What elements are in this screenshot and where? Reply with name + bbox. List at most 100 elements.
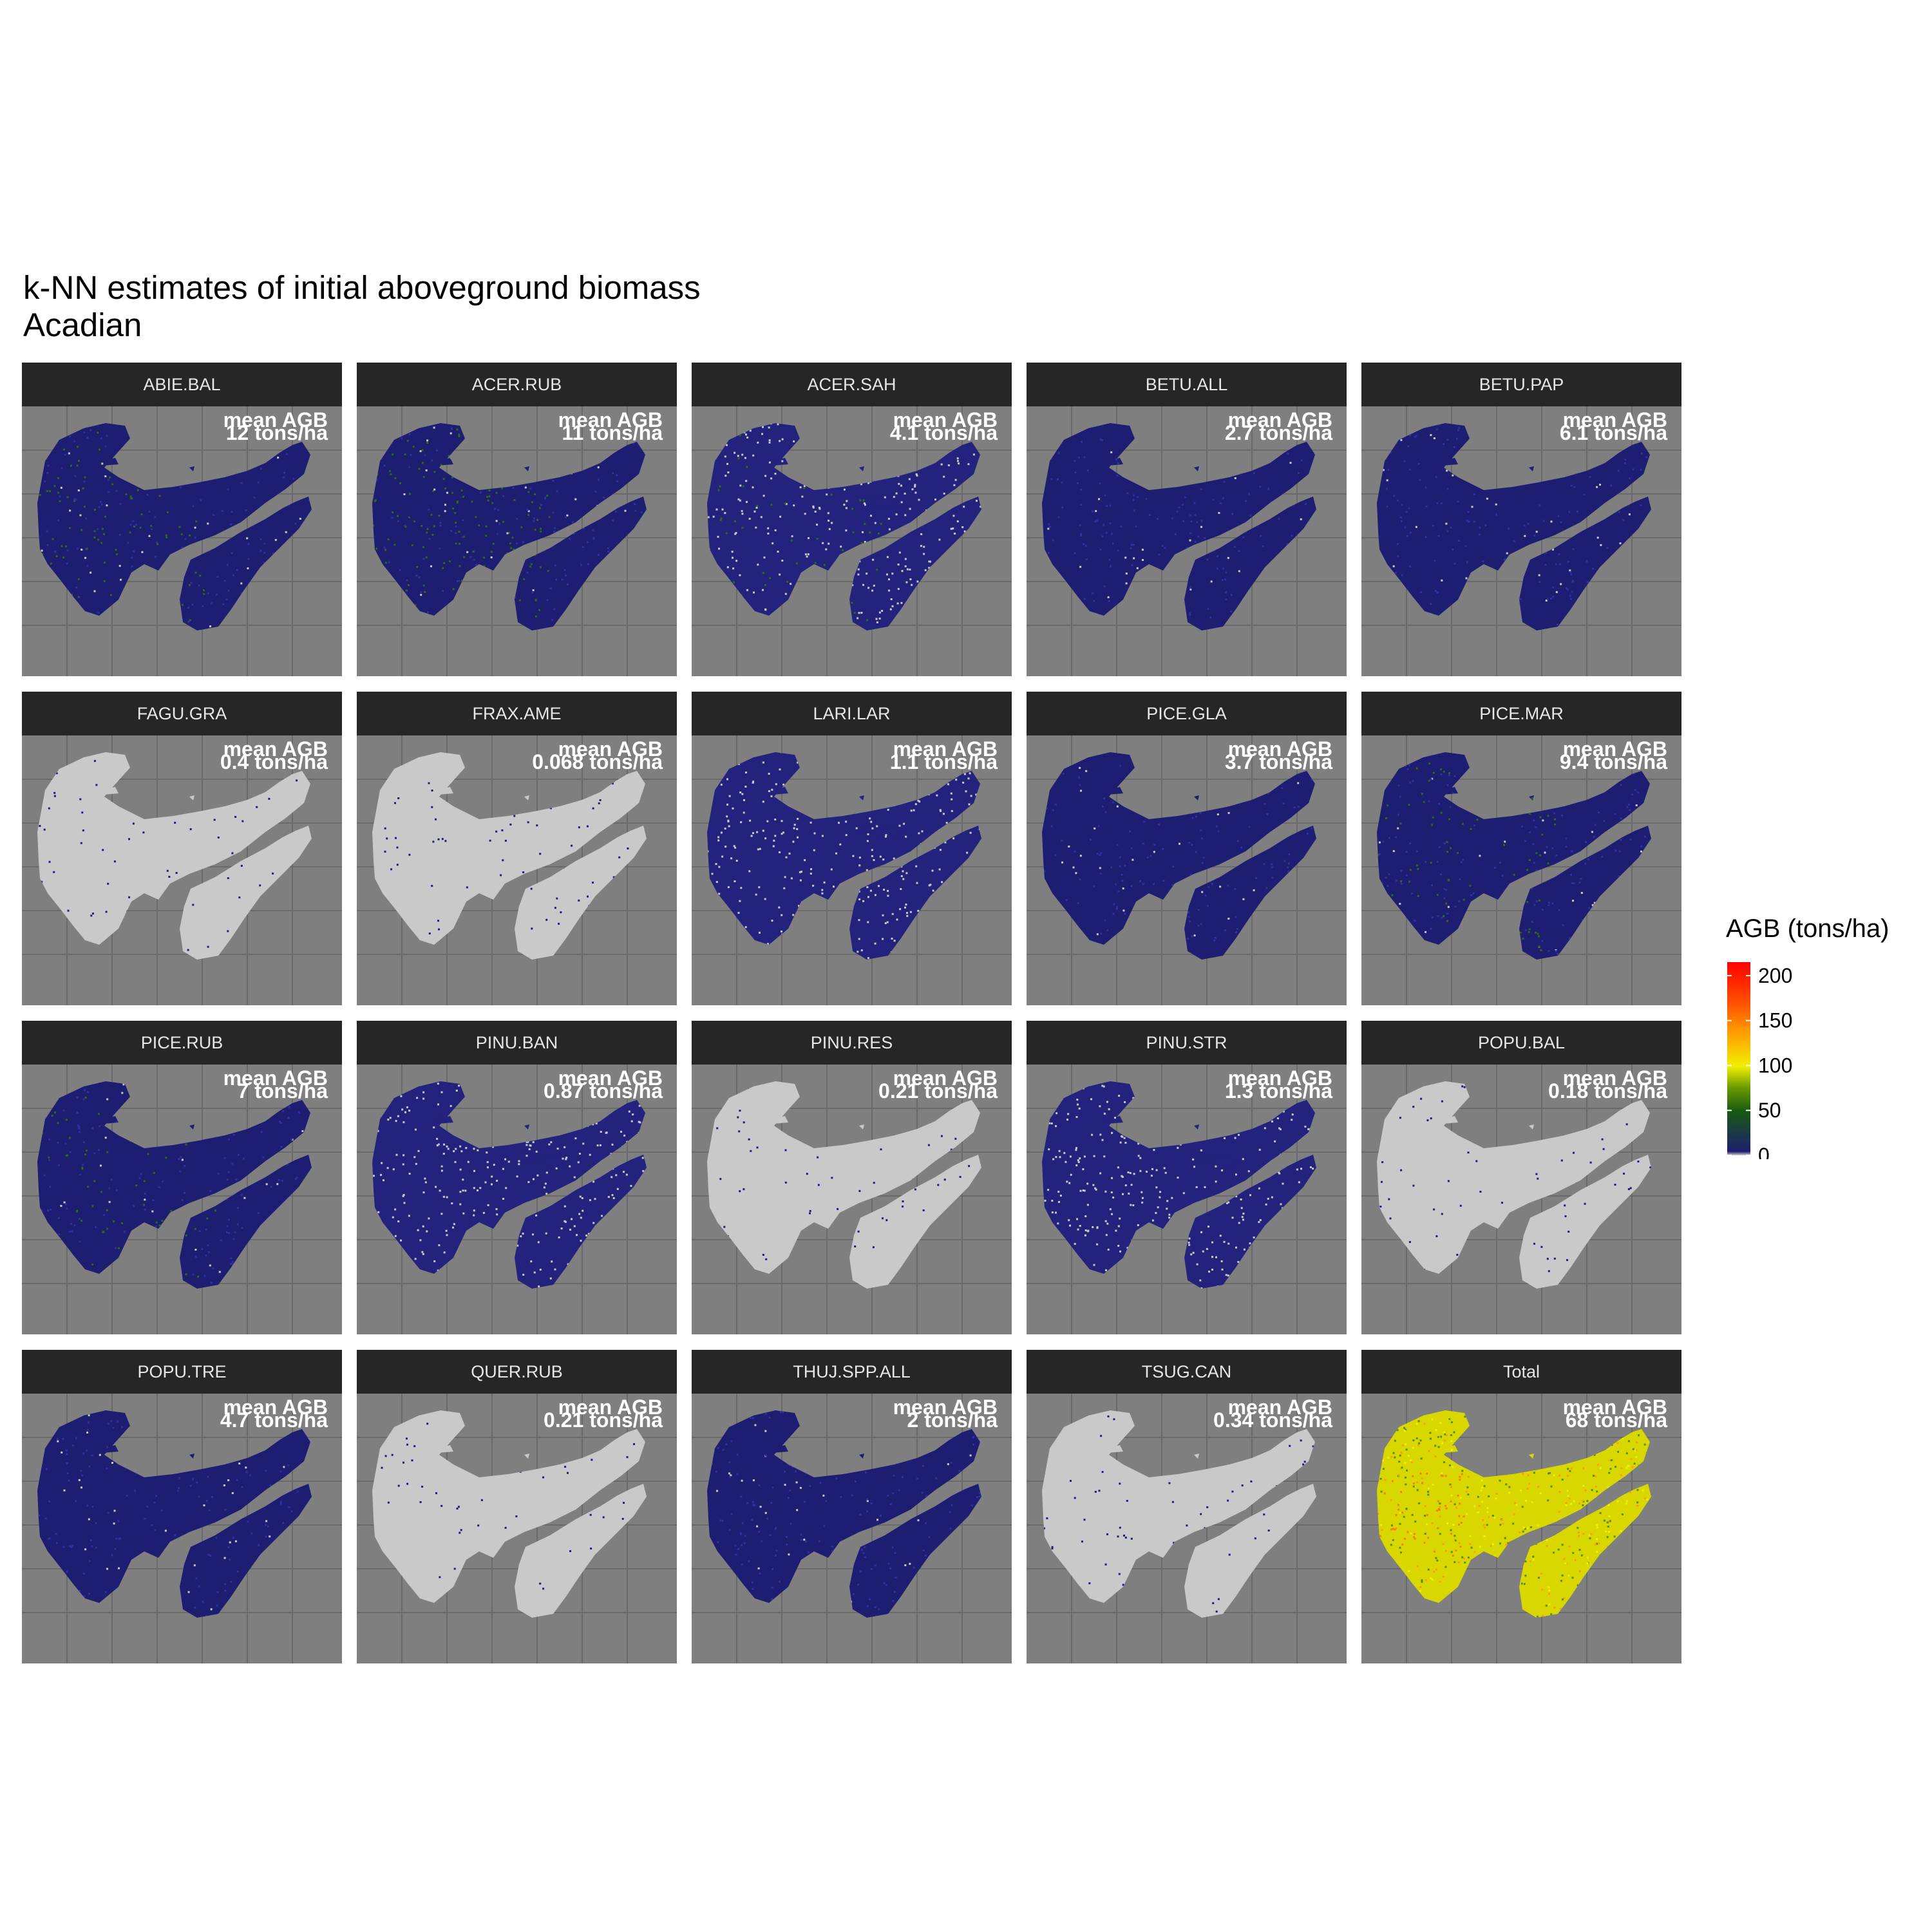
map-raster	[357, 1065, 677, 1334]
mean-agb-annotation: mean AGB 0.068 tons/ha	[532, 739, 663, 773]
forest-region	[372, 1410, 647, 1618]
facet-panel: mean AGB 11 tons/ha	[357, 406, 677, 676]
facet-total: Total mean AGB 68 tons/ha	[1361, 1350, 1681, 1663]
facet-betu-all: BETU.ALL mean AGB 2.7 tons/ha	[1027, 363, 1347, 676]
mean-agb-annotation: mean AGB 4.1 tons/ha	[890, 410, 998, 443]
map-raster	[1361, 735, 1681, 1005]
facet-strip-label: PICE.GLA	[1027, 692, 1347, 735]
facet-panel: mean AGB 7 tons/ha	[22, 1065, 342, 1334]
facet-panel: mean AGB 4.1 tons/ha	[692, 406, 1012, 676]
mean-agb-annotation: mean AGB 0.21 tons/ha	[878, 1068, 998, 1103]
facet-strip-label: POPU.TRE	[22, 1350, 342, 1394]
mean-agb-annotation: mean AGB 0.4 tons/ha	[220, 739, 328, 773]
chart-title: k-NN estimates of initial aboveground bi…	[23, 269, 701, 344]
facet-panel: mean AGB 68 tons/ha	[1361, 1394, 1681, 1663]
mean-agb-annotation: mean AGB 2 tons/ha	[893, 1397, 998, 1432]
facet-panel: mean AGB 0.21 tons/ha	[357, 1394, 677, 1663]
mean-agb-annotation: mean AGB 9.4 tons/ha	[1560, 739, 1667, 772]
map-raster	[357, 406, 677, 676]
map-raster	[1361, 406, 1681, 676]
mean-agb-value: 2 tons/ha	[907, 1408, 998, 1432]
map-raster	[22, 1394, 342, 1663]
facet-strip-label: QUER.RUB	[357, 1350, 677, 1394]
mean-agb-annotation: mean AGB 12 tons/ha	[223, 410, 328, 444]
forest-region	[707, 752, 981, 960]
facet-pice-mar: PICE.MAR mean AGB 9.4 tons/ha	[1361, 692, 1681, 1005]
forest-region	[1377, 1410, 1651, 1618]
facet-panel: mean AGB 0.87 tons/ha	[357, 1065, 677, 1334]
map-raster	[22, 735, 342, 1005]
mean-agb-value: 0.87 tons/ha	[544, 1079, 663, 1103]
panel-gridlines	[22, 735, 342, 1005]
map-raster	[1027, 1394, 1347, 1663]
facet-pinu-ban: PINU.BAN mean AGB 0.87 tons/ha	[357, 1021, 677, 1334]
mean-agb-value: 4.7 tons/ha	[220, 1408, 328, 1432]
facet-panel: mean AGB 3.7 tons/ha	[1027, 735, 1347, 1005]
forest-region	[707, 423, 981, 630]
map-raster	[692, 1065, 1012, 1334]
mean-agb-value: 0.21 tons/ha	[878, 1079, 998, 1103]
legend-tick-label: 0	[1758, 1144, 1770, 1159]
facet-strip-label: PICE.RUB	[22, 1021, 342, 1065]
mean-agb-value: 0.18 tons/ha	[1548, 1079, 1667, 1103]
mean-agb-value: 0.21 tons/ha	[544, 1408, 663, 1432]
map-raster	[357, 735, 677, 1005]
facet-strip-label: ACER.SAH	[692, 363, 1012, 406]
facet-strip-label: BETU.PAP	[1361, 363, 1681, 406]
facet-panel: mean AGB 2.7 tons/ha	[1027, 406, 1347, 676]
facet-strip-label: PINU.BAN	[357, 1021, 677, 1065]
mean-agb-annotation: mean AGB 0.21 tons/ha	[544, 1397, 663, 1432]
mean-agb-annotation: mean AGB 0.87 tons/ha	[544, 1068, 663, 1103]
facet-strip-label: FAGU.GRA	[22, 692, 342, 735]
mean-agb-annotation: mean AGB 6.1 tons/ha	[1560, 410, 1667, 443]
facet-popu-tre: POPU.TRE mean AGB 4.7 tons/ha	[22, 1350, 342, 1663]
mean-agb-value: 12 tons/ha	[225, 421, 328, 444]
chart-title-line-1: k-NN estimates of initial aboveground bi…	[23, 269, 701, 306]
facet-acer-rub: ACER.RUB mean AGB 11 tons/ha	[357, 363, 677, 676]
mean-agb-value: 11 tons/ha	[562, 421, 663, 444]
facet-abie-bal: ABIE.BAL mean AGB 12 tons/ha	[22, 363, 342, 676]
facet-panel: mean AGB 4.7 tons/ha	[22, 1394, 342, 1663]
facet-panel: mean AGB 2 tons/ha	[692, 1394, 1012, 1663]
legend-colorbar: 0 50 100 150 200	[1727, 962, 1792, 1159]
color-legend: AGB (tons/ha) 0 50 100 150 200	[1726, 914, 1919, 1159]
mean-agb-annotation: mean AGB 7 tons/ha	[223, 1068, 328, 1101]
facet-frax-ame: FRAX.AME mean AGB 0.068 tons/ha	[357, 692, 677, 1005]
facet-pinu-res: PINU.RES mean AGB 0.21 tons/ha	[692, 1021, 1012, 1334]
facet-lari-lar: LARI.LAR mean AGB 1.1 tons/ha	[692, 692, 1012, 1005]
facet-strip-label: ACER.RUB	[357, 363, 677, 406]
legend-tick-label: 100	[1758, 1054, 1792, 1077]
facet-pice-gla: PICE.GLA mean AGB 3.7 tons/ha	[1027, 692, 1347, 1005]
facet-panel: mean AGB 1.1 tons/ha	[692, 735, 1012, 1005]
facet-fagu-gra: FAGU.GRA mean AGB 0.4 tons/ha	[22, 692, 342, 1005]
mean-agb-value: 1.1 tons/ha	[889, 750, 998, 773]
map-raster	[1361, 1394, 1681, 1663]
mean-agb-value: 0.068 tons/ha	[532, 750, 663, 773]
forest-region	[37, 1410, 312, 1618]
map-raster	[357, 1394, 677, 1663]
facet-panel: mean AGB 0.068 tons/ha	[357, 735, 677, 1005]
facet-panel: mean AGB 12 tons/ha	[22, 406, 342, 676]
forest-region	[372, 752, 647, 960]
mean-agb-annotation: mean AGB 68 tons/ha	[1563, 1397, 1667, 1432]
facet-betu-pap: BETU.PAP mean AGB 6.1 tons/ha	[1361, 363, 1681, 676]
forest-region	[37, 1081, 312, 1289]
forest-region	[1042, 423, 1316, 630]
mean-agb-value: 0.4 tons/ha	[220, 750, 328, 773]
map-raster	[22, 1065, 342, 1334]
mean-agb-value: 0.34 tons/ha	[1213, 1408, 1332, 1432]
legend-tick-label: 50	[1758, 1099, 1781, 1122]
facet-strip-label: ABIE.BAL	[22, 363, 342, 406]
legend-title: AGB (tons/ha)	[1726, 914, 1889, 943]
facet-grid: ABIE.BAL mean AGB 12 tons/ha ACER.RUB mean A…	[22, 363, 1685, 1663]
map-raster	[692, 735, 1012, 1005]
forest-region	[37, 423, 312, 630]
forest-region	[372, 1081, 647, 1289]
mean-agb-value: 68 tons/ha	[1565, 1408, 1667, 1432]
legend-gradient	[1727, 962, 1750, 1155]
legend-tick-label: 200	[1758, 964, 1792, 987]
mean-agb-annotation: mean AGB 11 tons/ha	[558, 410, 663, 444]
facet-strip-label: BETU.ALL	[1027, 363, 1347, 406]
mean-agb-annotation: mean AGB 4.7 tons/ha	[220, 1397, 328, 1432]
mean-agb-value: 2.7 tons/ha	[1224, 421, 1332, 444]
